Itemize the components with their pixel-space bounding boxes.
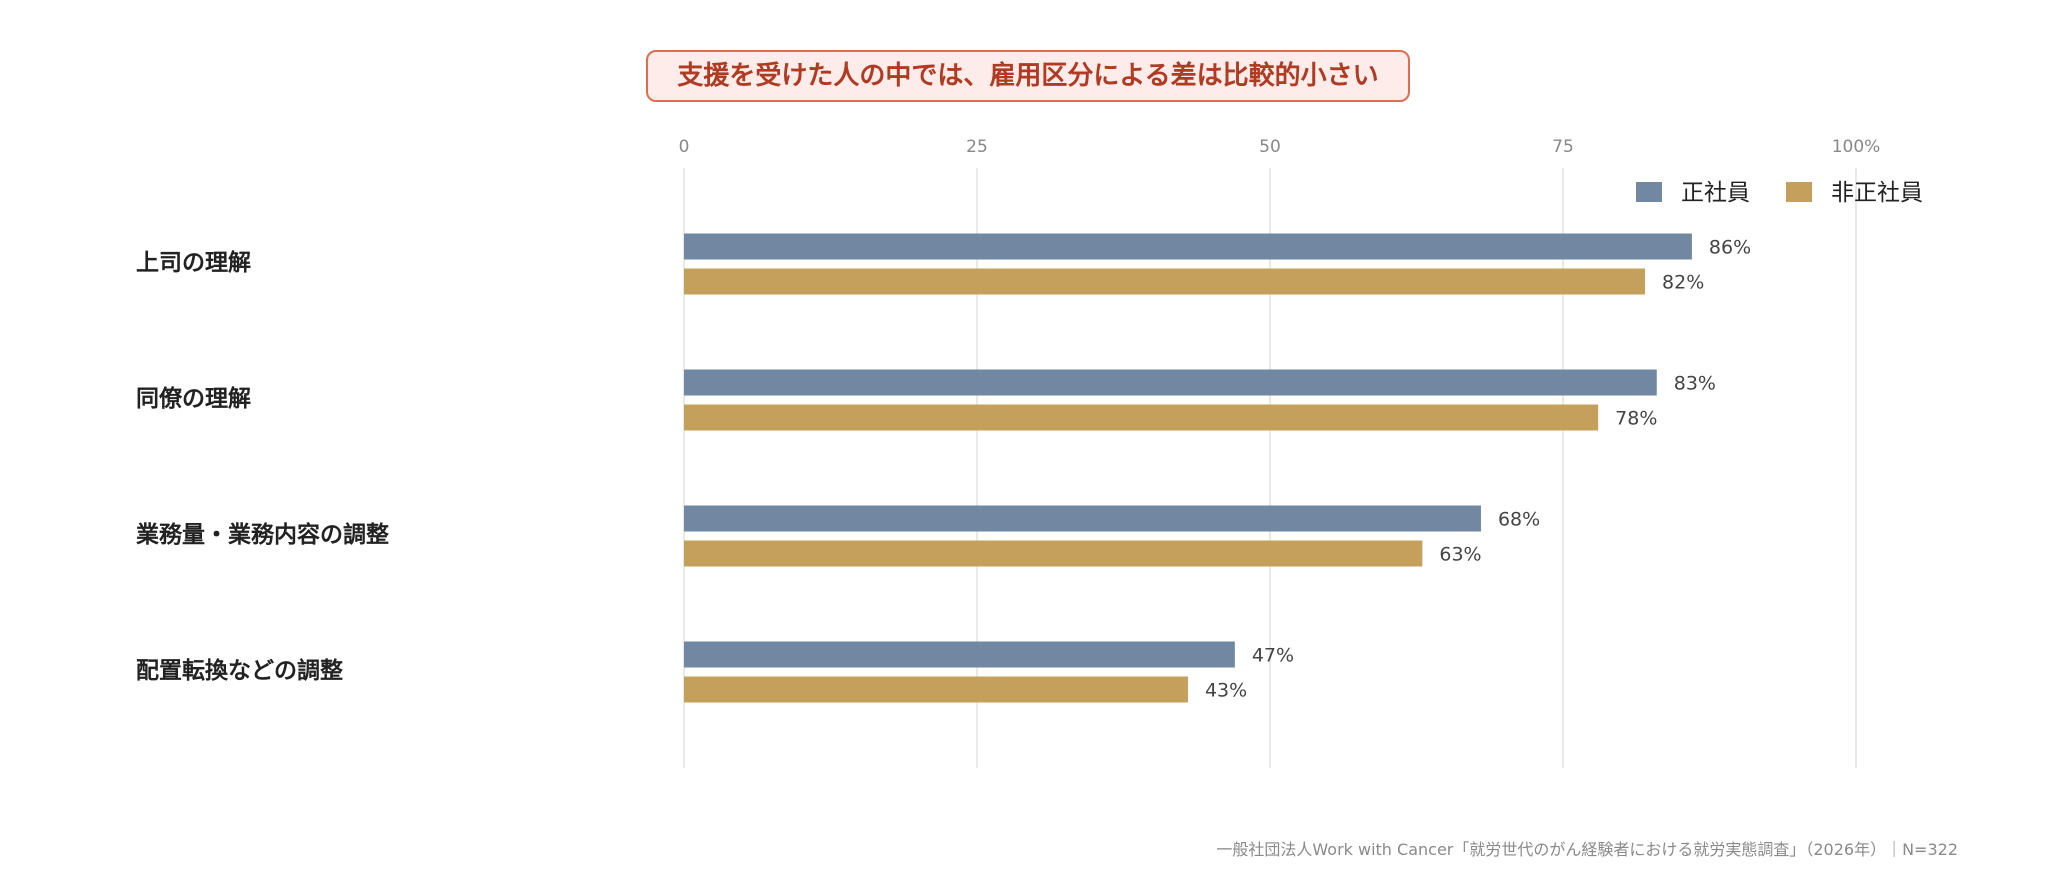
data-label: 43% bbox=[1205, 680, 1247, 702]
bar bbox=[684, 641, 1235, 668]
category-label: 同僚の理解 bbox=[136, 385, 251, 412]
data-label: 82% bbox=[1662, 272, 1704, 294]
x-tick-label: 25 bbox=[966, 137, 988, 157]
bars: 86%82% 83% 78% 68% 63% 47%43% bbox=[684, 233, 1751, 703]
category-label: 配置転換などの調整 bbox=[136, 657, 343, 684]
bar bbox=[684, 268, 1646, 295]
legend-swatch bbox=[1636, 182, 1662, 202]
legend: 正社員 非正社員 bbox=[1636, 180, 1923, 206]
x-tick-label: 75 bbox=[1552, 137, 1574, 157]
category-label: 業務量・業務内容の調整 bbox=[135, 521, 389, 548]
bar bbox=[684, 233, 1692, 260]
category-label: 上司の理解 bbox=[136, 249, 251, 276]
data-label: 63% bbox=[1439, 544, 1481, 566]
data-label: 86% bbox=[1709, 237, 1751, 259]
legend-swatch bbox=[1786, 182, 1812, 202]
x-tick-label: 100% bbox=[1832, 137, 1881, 157]
source-note: 一般社団法人Work with Cancer「就労世代のがん経験者における就労実… bbox=[1216, 840, 1958, 859]
chart-title: 支援を受けた人の中では、雇用区分による差は比較的小さい bbox=[646, 50, 1410, 102]
bar bbox=[684, 404, 1599, 431]
data-label: 83% bbox=[1674, 373, 1716, 395]
legend-entry: 非正社員 bbox=[1831, 180, 1923, 206]
x-axis-ticks: 0 25 50 75 100% bbox=[679, 137, 1881, 157]
bar bbox=[684, 369, 1657, 396]
data-label: 78% bbox=[1615, 408, 1657, 430]
bar bbox=[684, 505, 1481, 532]
data-label: 47% bbox=[1252, 645, 1294, 667]
bar bbox=[684, 540, 1423, 567]
legend-entry: 正社員 bbox=[1681, 180, 1750, 206]
data-label: 68% bbox=[1498, 509, 1540, 531]
x-tick-label: 50 bbox=[1259, 137, 1281, 157]
bar bbox=[684, 676, 1188, 703]
x-tick-label: 0 bbox=[679, 137, 690, 157]
gridlines bbox=[683, 168, 1857, 768]
